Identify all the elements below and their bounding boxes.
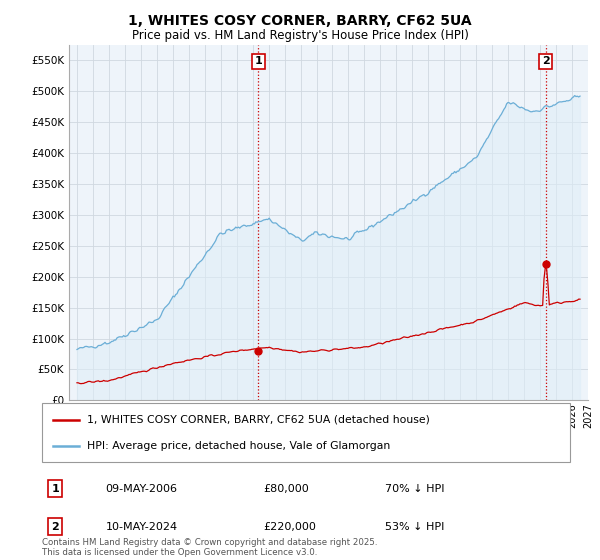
Text: 1, WHITES COSY CORNER, BARRY, CF62 5UA: 1, WHITES COSY CORNER, BARRY, CF62 5UA bbox=[128, 14, 472, 28]
Text: £220,000: £220,000 bbox=[264, 522, 317, 531]
Text: 09-MAY-2006: 09-MAY-2006 bbox=[106, 484, 178, 493]
Text: 1, WHITES COSY CORNER, BARRY, CF62 5UA (detached house): 1, WHITES COSY CORNER, BARRY, CF62 5UA (… bbox=[87, 414, 430, 424]
Text: Price paid vs. HM Land Registry's House Price Index (HPI): Price paid vs. HM Land Registry's House … bbox=[131, 29, 469, 42]
Text: 2: 2 bbox=[52, 522, 59, 531]
Text: HPI: Average price, detached house, Vale of Glamorgan: HPI: Average price, detached house, Vale… bbox=[87, 441, 390, 451]
Text: 1: 1 bbox=[254, 57, 262, 67]
Text: Contains HM Land Registry data © Crown copyright and database right 2025.
This d: Contains HM Land Registry data © Crown c… bbox=[42, 538, 377, 557]
Text: 1: 1 bbox=[52, 484, 59, 493]
Text: 53% ↓ HPI: 53% ↓ HPI bbox=[385, 522, 445, 531]
FancyBboxPatch shape bbox=[42, 403, 570, 462]
Text: 2: 2 bbox=[542, 57, 550, 67]
Text: £80,000: £80,000 bbox=[264, 484, 310, 493]
Text: 10-MAY-2024: 10-MAY-2024 bbox=[106, 522, 178, 531]
Text: 70% ↓ HPI: 70% ↓ HPI bbox=[385, 484, 445, 493]
